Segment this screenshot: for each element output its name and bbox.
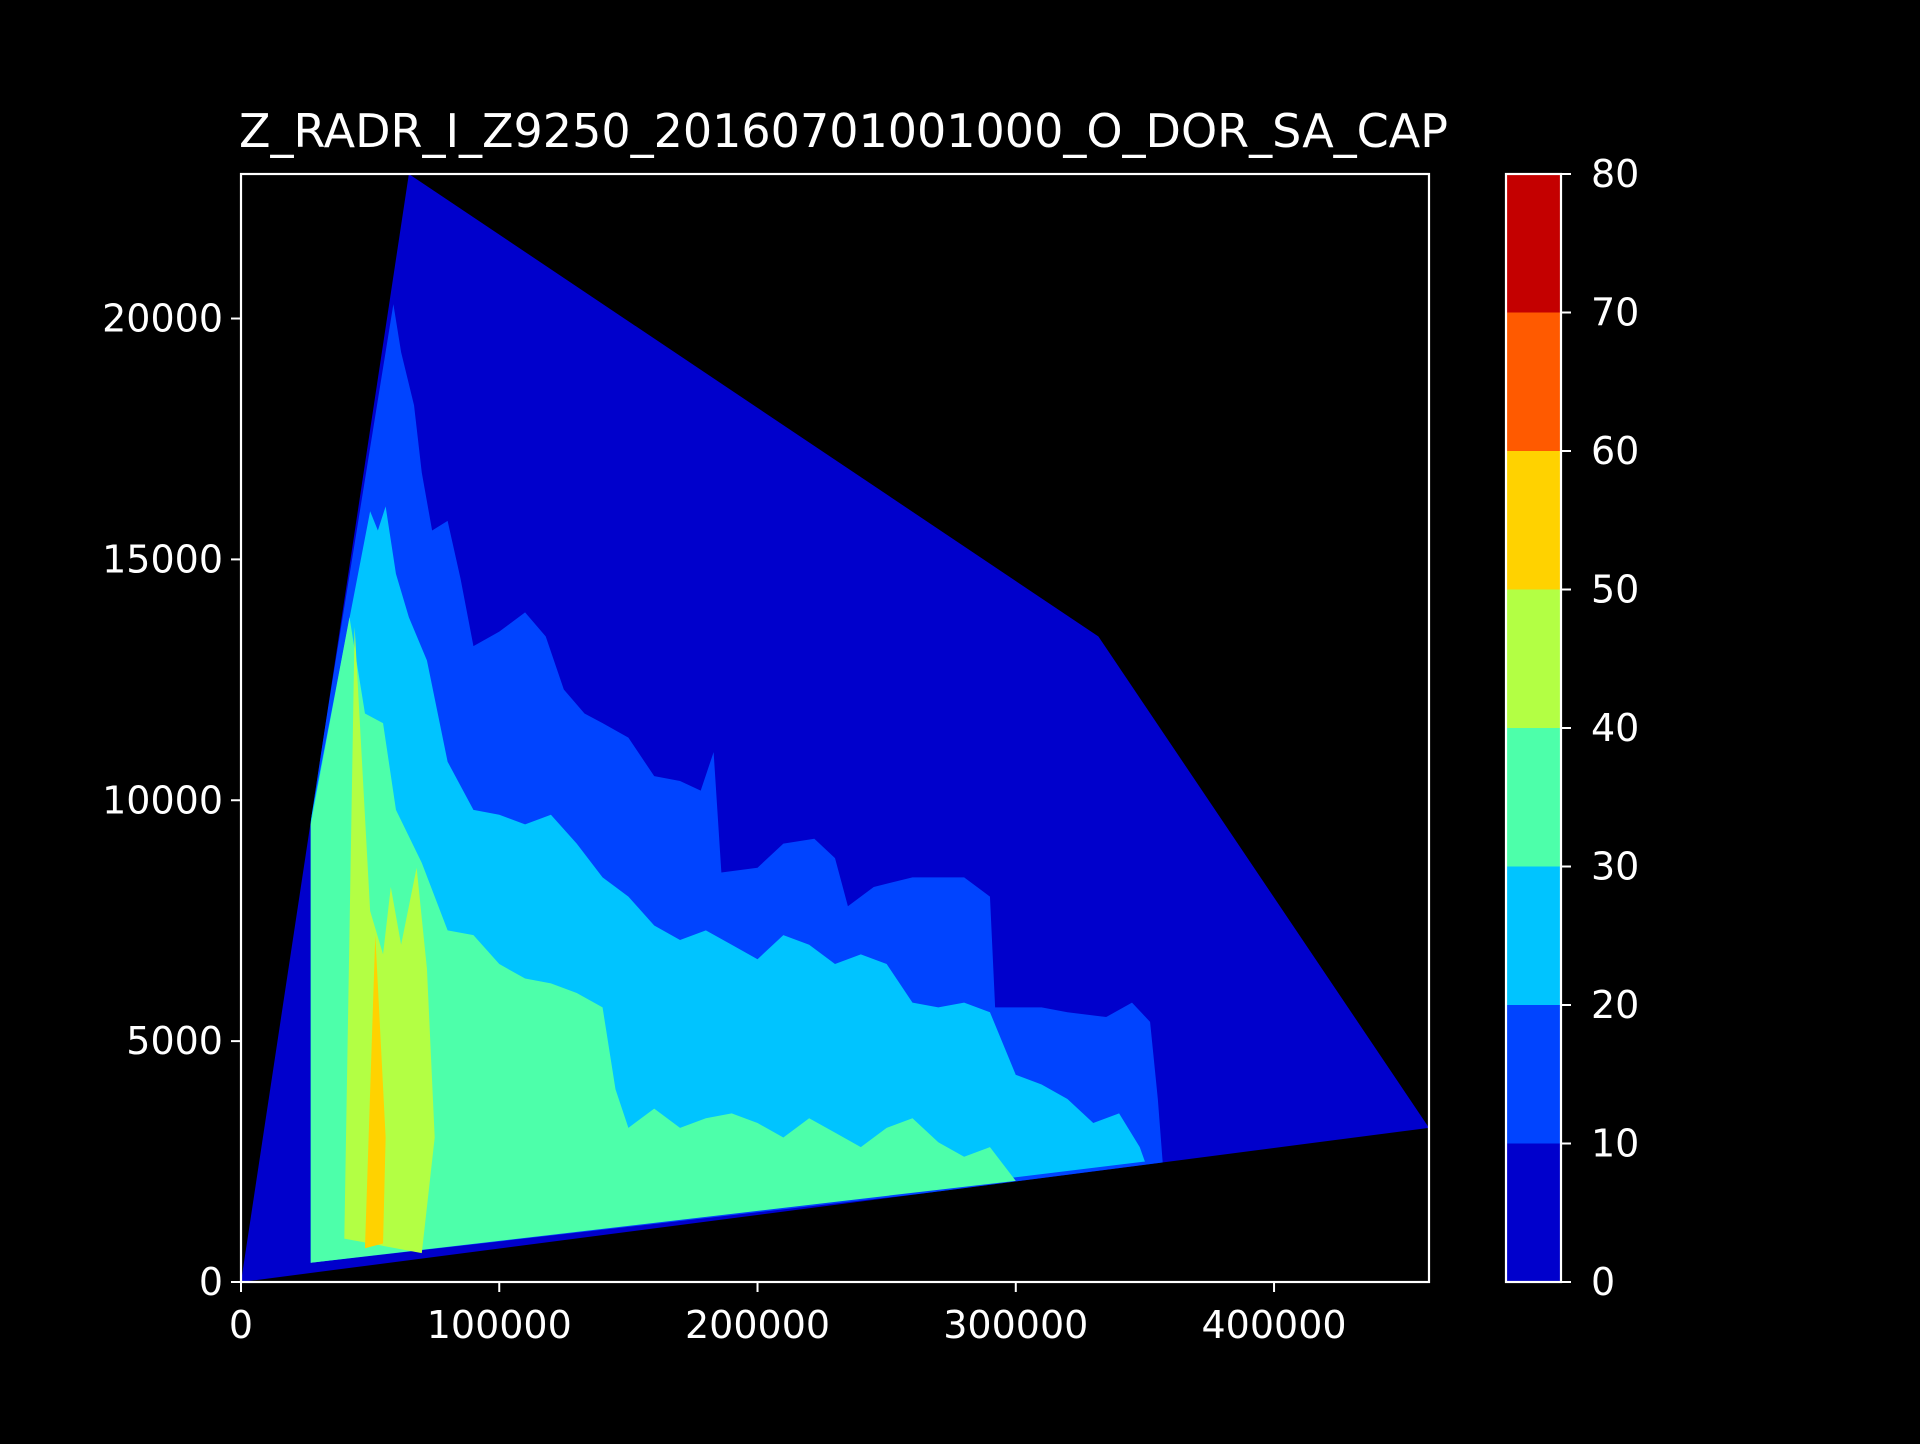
y-tick-label: 5000 [126,1019,223,1063]
colorbar-tick-label: 10 [1591,1122,1639,1166]
contour-band-40-50 [344,626,435,1254]
contour-band-30-40 [310,617,1016,1263]
colorbar-tick-label: 50 [1591,568,1639,612]
x-tick-label: 400000 [1202,1303,1347,1347]
colorbar-tick-label: 0 [1591,1260,1615,1304]
contour-band-50-60 [364,935,386,1249]
colorbar-swatch [1506,312,1561,451]
contour-bands [310,304,1163,1263]
colorbar-swatch [1506,866,1561,1005]
colorbar-tick-label: 20 [1591,983,1639,1027]
colorbar-tick-label: 40 [1591,706,1639,750]
colorbar-tick-label: 30 [1591,845,1639,889]
x-axis: 0 100000 200000 300000 400000 [229,1282,1347,1347]
colorbar-swatch [1506,451,1561,590]
colorbar-tick-label: 80 [1591,152,1639,196]
colorbar-swatch [1506,728,1561,867]
x-tick-label: 0 [229,1303,253,1347]
colorbar-swatch [1506,589,1561,728]
chart-title: Z_RADR_I_Z9250_20160701001000_O_DOR_SA_C… [239,104,1448,158]
y-tick-label: 0 [199,1260,223,1304]
x-tick-label: 300000 [943,1303,1088,1347]
plot-area [239,172,1431,1284]
colorbar: 0 10 20 30 40 50 60 70 80 [1504,152,1639,1304]
colorbar-swatch [1506,1005,1561,1144]
colorbar-swatch [1506,174,1561,313]
colorbar-swatch [1506,1143,1561,1282]
x-tick-label: 100000 [427,1303,572,1347]
y-axis: 0 5000 10000 15000 20000 [102,297,241,1304]
colorbar-tick-label: 70 [1591,291,1639,335]
plot-frame [239,172,1431,1284]
x-tick-label: 200000 [685,1303,830,1347]
y-tick-label: 15000 [102,537,223,581]
y-tick-label: 10000 [102,778,223,822]
colorbar-tick-label: 60 [1591,429,1639,473]
y-tick-label: 20000 [102,297,223,341]
